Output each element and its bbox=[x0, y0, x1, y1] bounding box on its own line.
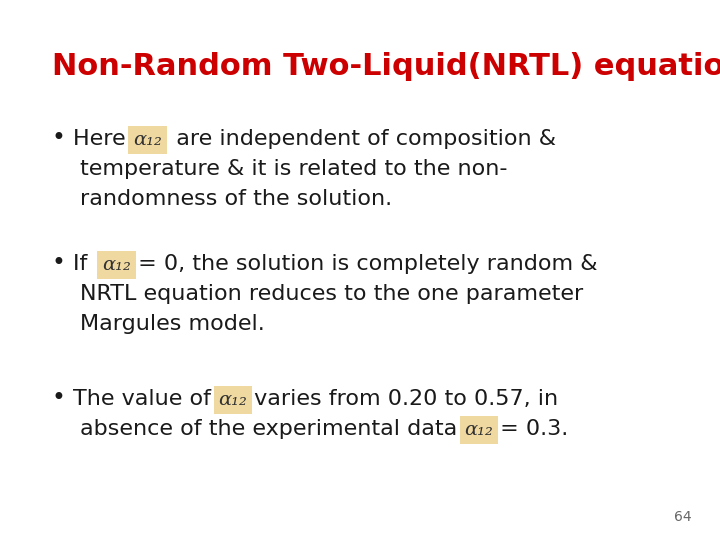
Text: = 0.3.: = 0.3. bbox=[493, 419, 569, 439]
Text: •: • bbox=[52, 386, 73, 410]
Text: Here: Here bbox=[73, 129, 133, 149]
Text: varies from 0.20 to 0.57, in: varies from 0.20 to 0.57, in bbox=[248, 389, 559, 409]
Text: If: If bbox=[73, 254, 102, 274]
Text: α₁₂: α₁₂ bbox=[102, 256, 131, 274]
Text: α₁₂: α₁₂ bbox=[464, 421, 493, 439]
Text: •: • bbox=[52, 251, 73, 275]
Text: NRTL equation reduces to the one parameter: NRTL equation reduces to the one paramet… bbox=[80, 284, 583, 304]
Text: temperature & it is related to the non-: temperature & it is related to the non- bbox=[80, 159, 508, 179]
Text: Margules model.: Margules model. bbox=[80, 314, 265, 334]
Text: = 0, the solution is completely random &: = 0, the solution is completely random & bbox=[131, 254, 598, 274]
Text: absence of the experimental data: absence of the experimental data bbox=[80, 419, 464, 439]
Text: 64: 64 bbox=[674, 510, 691, 524]
Text: are independent of composition &: are independent of composition & bbox=[162, 129, 556, 149]
Text: α₁₂: α₁₂ bbox=[218, 391, 248, 409]
Text: The value of: The value of bbox=[73, 389, 218, 409]
Text: •: • bbox=[52, 126, 73, 150]
Text: Non-Random Two-Liquid(NRTL) equation: Non-Random Two-Liquid(NRTL) equation bbox=[52, 52, 720, 81]
Text: α₁₂: α₁₂ bbox=[133, 131, 162, 149]
Text: randomness of the solution.: randomness of the solution. bbox=[80, 189, 392, 209]
